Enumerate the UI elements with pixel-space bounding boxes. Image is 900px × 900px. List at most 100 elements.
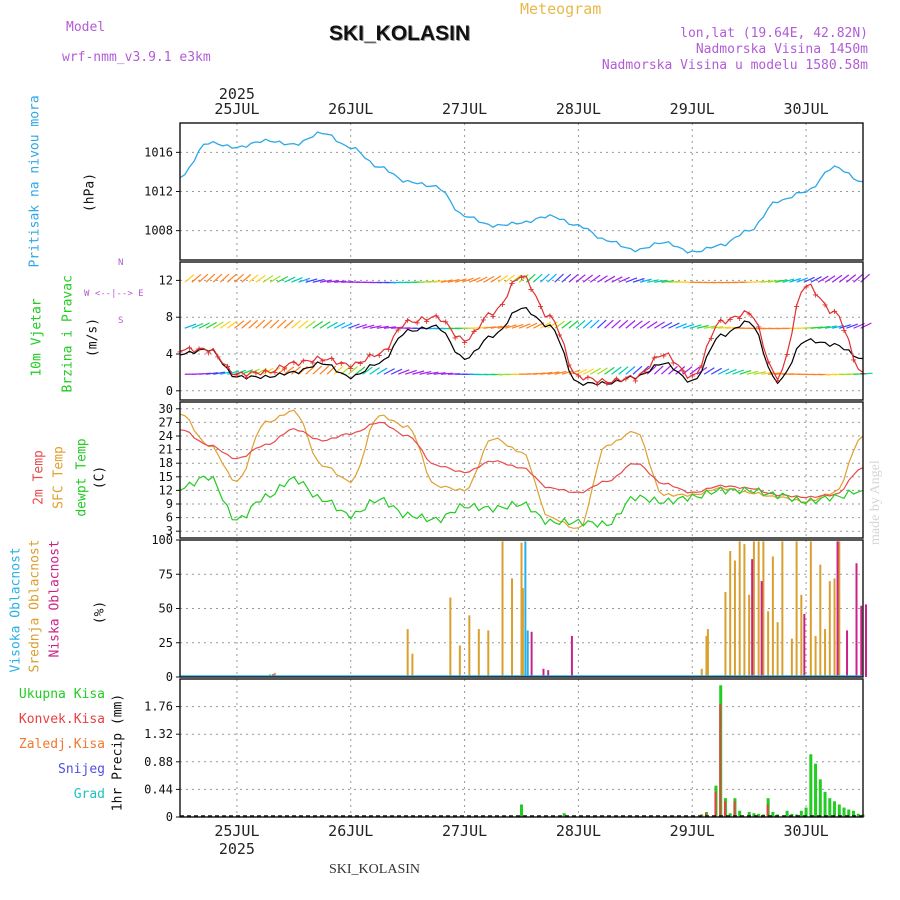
wind-arrow bbox=[554, 370, 567, 375]
wind-arrow bbox=[490, 325, 503, 329]
wind-arrow bbox=[632, 277, 645, 283]
wind-arrow bbox=[639, 278, 652, 283]
top-day-label: 27JUL bbox=[442, 100, 487, 118]
wind-arrow bbox=[860, 273, 871, 283]
precip-bar bbox=[804, 807, 808, 817]
y-tick-label: 12 bbox=[159, 483, 173, 497]
precip-bar bbox=[766, 804, 769, 817]
compass-n: N bbox=[118, 258, 124, 268]
wind-speed-marker: + bbox=[348, 364, 354, 375]
wind-speed-marker: + bbox=[186, 343, 192, 354]
wind-arrow bbox=[255, 319, 266, 329]
precip-bar bbox=[833, 801, 837, 817]
wind-arrow bbox=[497, 275, 509, 283]
wind-arrow bbox=[476, 276, 488, 283]
wind-arrow bbox=[611, 276, 623, 283]
wind-arrow bbox=[839, 324, 851, 329]
wind-arrow bbox=[547, 371, 560, 375]
wind-speed-marker: + bbox=[775, 376, 781, 387]
precip-bar bbox=[847, 809, 851, 817]
wind-arrow bbox=[597, 275, 608, 283]
wind-speed-marker: + bbox=[746, 309, 752, 320]
wind-arrow bbox=[831, 274, 843, 283]
wind-arrow bbox=[838, 274, 850, 283]
y-tick-label: 0 bbox=[166, 670, 173, 684]
wind-arrow bbox=[191, 322, 204, 329]
wind-arrow bbox=[675, 366, 686, 375]
top-year-label: 2025 bbox=[219, 85, 255, 103]
y-tick-label: 1008 bbox=[144, 224, 173, 238]
wind-arrow bbox=[312, 278, 325, 283]
y-tick-label: 0.88 bbox=[144, 755, 173, 769]
precip-bar bbox=[733, 801, 736, 817]
precip-bar bbox=[704, 813, 707, 817]
wind-speed-marker: + bbox=[632, 376, 638, 387]
wind-arrow bbox=[283, 319, 294, 329]
precip-bar bbox=[719, 704, 722, 817]
wind-arrow bbox=[789, 277, 802, 283]
top-day-label: 26JUL bbox=[328, 100, 373, 118]
wind-arrow bbox=[333, 322, 346, 329]
wind-arrow bbox=[433, 279, 446, 283]
wind-speed-marker: + bbox=[234, 370, 240, 381]
wind-speed-marker: + bbox=[262, 366, 268, 377]
wind-arrow bbox=[654, 279, 667, 283]
wind-arrow bbox=[661, 280, 674, 283]
wind-arrow bbox=[490, 275, 502, 283]
precip-legend-total: Ukupna Kisa bbox=[18, 687, 105, 702]
wind-arrow bbox=[298, 320, 309, 329]
wind-speed-marker: + bbox=[433, 311, 439, 322]
wind-arrow bbox=[362, 324, 375, 329]
wind-speed-marker: + bbox=[281, 364, 287, 375]
wind-arrow bbox=[611, 366, 622, 375]
wind-arrow bbox=[326, 280, 339, 283]
wind-arrow bbox=[846, 274, 857, 283]
wind-speed-marker: + bbox=[338, 359, 344, 370]
precip-bar bbox=[814, 763, 818, 817]
y-tick-label: 100 bbox=[151, 533, 173, 547]
precip-bar bbox=[823, 791, 827, 817]
model-name: wrf-nmm_v3.9.1 e3km bbox=[62, 50, 211, 65]
compass-we: W <--|--> E bbox=[84, 289, 144, 299]
wind-arrow bbox=[234, 320, 245, 329]
wind-arrow bbox=[305, 278, 318, 283]
wind-arrow bbox=[276, 319, 287, 329]
wind-speed-marker: + bbox=[756, 322, 762, 333]
wind-speed-marker: + bbox=[471, 327, 477, 338]
y-tick-label: 15 bbox=[159, 470, 173, 484]
precip-bar bbox=[562, 813, 566, 817]
wind-arrow bbox=[561, 273, 572, 283]
wind-speed-marker: + bbox=[566, 360, 572, 371]
wind-arrow bbox=[340, 365, 351, 375]
wind-arrow bbox=[219, 320, 231, 329]
y-tick-label: 50 bbox=[159, 602, 173, 616]
wind-arrow bbox=[262, 319, 273, 329]
wind-arrow bbox=[383, 368, 395, 375]
wind-speed-marker: + bbox=[594, 379, 600, 390]
wind-arrow bbox=[760, 280, 773, 283]
y-tick-label: 4 bbox=[166, 347, 173, 361]
wind-arrow bbox=[269, 275, 281, 283]
wind-arrow bbox=[597, 367, 608, 375]
wind-arrow bbox=[262, 275, 274, 283]
wind-arrow bbox=[305, 320, 316, 329]
wind-arrow bbox=[198, 273, 209, 283]
y-tick-label: 25 bbox=[159, 636, 173, 650]
wind-arrow bbox=[596, 319, 607, 329]
model-elevation-label: Nadmorska Visina u modelu 1580.58m bbox=[601, 58, 868, 73]
wind-arrow bbox=[711, 326, 724, 329]
wind-arrow bbox=[326, 321, 338, 329]
wind-arrow bbox=[832, 324, 844, 329]
precip-legend-conv: Konvek.Kisa bbox=[18, 712, 105, 727]
model-label: Model bbox=[66, 20, 106, 35]
wind-arrow bbox=[725, 368, 737, 375]
wind-arrow bbox=[319, 365, 330, 375]
wind-arrow bbox=[604, 319, 614, 329]
wind-arrow bbox=[326, 365, 337, 375]
wind-arrow bbox=[582, 368, 595, 375]
wind-arrow bbox=[703, 367, 715, 375]
wind-arrow bbox=[853, 273, 863, 283]
wind-arrow bbox=[213, 371, 226, 375]
wind-arrow bbox=[184, 274, 195, 283]
wind-arrow bbox=[504, 324, 517, 329]
